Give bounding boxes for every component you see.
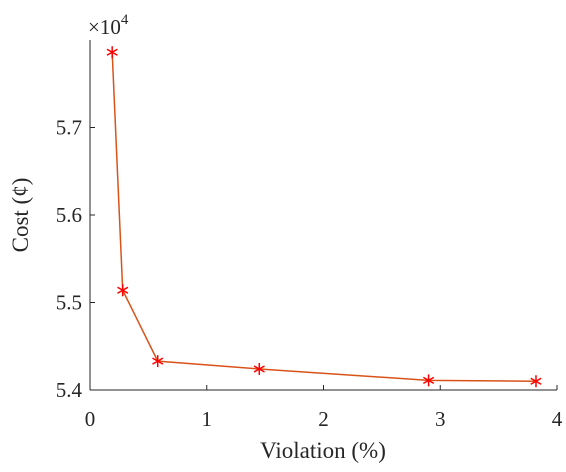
- x-tick-label: 3: [435, 407, 446, 431]
- data-point: [117, 284, 129, 297]
- x-axis-label: Violation (%): [260, 438, 386, 463]
- marker-stroke: [152, 357, 164, 365]
- data-point: [422, 374, 435, 387]
- y-multiplier-exponent: 4: [121, 12, 129, 28]
- y-tick-label: 5.7: [56, 116, 82, 140]
- marker-stroke: [253, 365, 265, 373]
- x-tick-label: 0: [85, 407, 96, 431]
- data-point: [530, 375, 542, 388]
- series-line: [111, 52, 536, 382]
- x-tick-label: 1: [202, 407, 213, 431]
- marker-stroke: [422, 376, 435, 385]
- x-tick-label: 2: [318, 407, 329, 431]
- y-multiplier: ×104: [88, 12, 129, 39]
- data-point: [253, 363, 265, 375]
- y-tick-label: 5.4: [56, 378, 83, 402]
- y-tick-label: 5.6: [56, 203, 82, 227]
- data-point: [106, 46, 118, 59]
- marker-stroke: [530, 377, 542, 385]
- y-tick-label: 5.5: [56, 291, 82, 315]
- x-tick-label: 4: [552, 407, 563, 431]
- marker-stroke: [106, 48, 118, 56]
- marker-stroke: [117, 286, 129, 294]
- y-axis-label: Cost (¢): [8, 178, 33, 253]
- data-point: [152, 355, 164, 368]
- y-multiplier-base: ×10: [88, 15, 121, 39]
